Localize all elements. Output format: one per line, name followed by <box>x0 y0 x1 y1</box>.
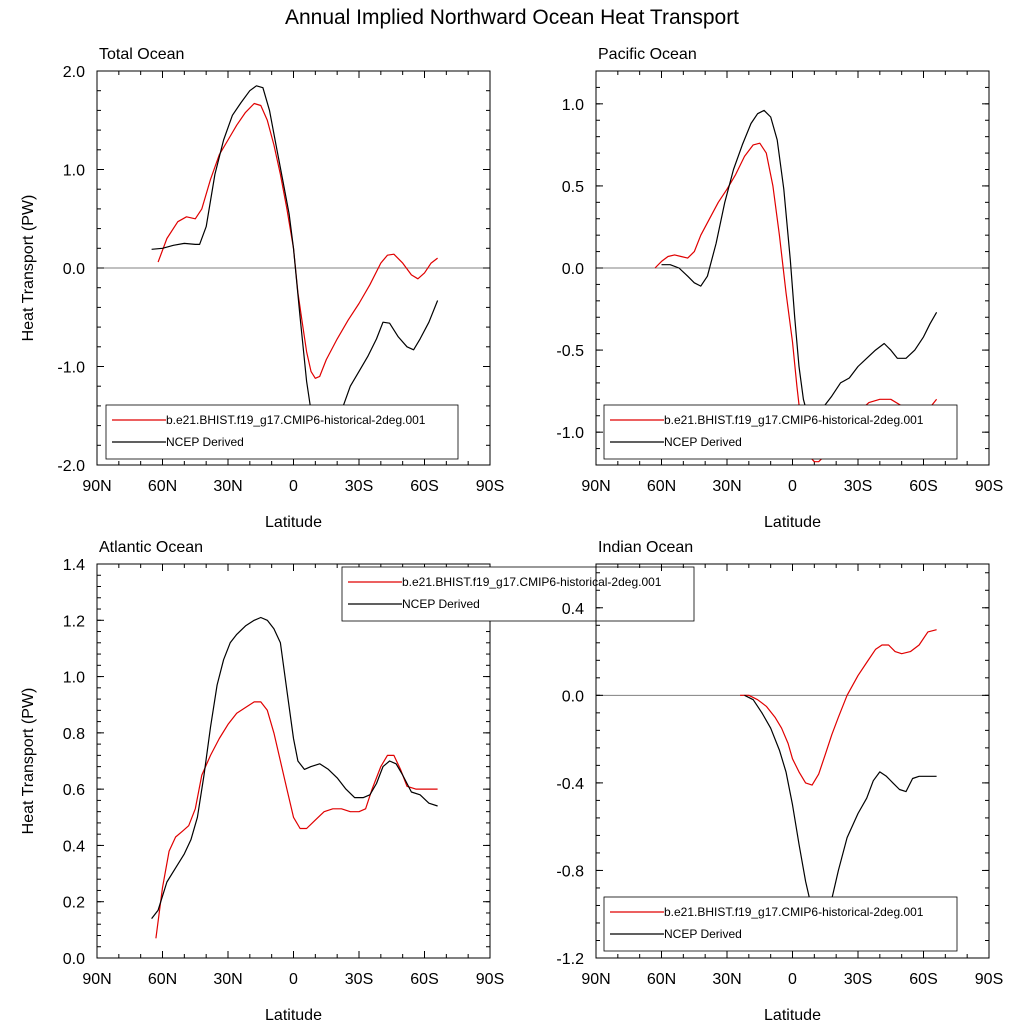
total-ocean-x-tick-label: 60N <box>148 478 177 495</box>
indian-ocean-x-tick-label: 60N <box>647 971 676 988</box>
indian-ocean-y-tick-label: -1.2 <box>556 951 584 968</box>
total-ocean-y-tick-label: -2.0 <box>57 458 85 475</box>
atlantic-ocean-y-tick-label: 1.4 <box>63 557 85 574</box>
total-ocean-x-tick-label: 90S <box>476 478 504 495</box>
indian-ocean-y-tick-label: 0.0 <box>562 688 584 705</box>
atlantic-ocean-y-tick-label: 0.2 <box>63 895 85 912</box>
panel-indian-ocean: Indian Ocean 90N 60N 30N 0 30S 60S 90S 0.4 0.0 -0.… <box>556 539 1003 1024</box>
indian-ocean-x-tick-label: 0 <box>788 971 797 988</box>
atlantic-ocean-y-axis-label: Heat Transport (PW) <box>20 688 37 835</box>
pacific-ocean-x-tick-label: 90N <box>581 478 610 495</box>
indian-ocean-x-tick-label: 60S <box>909 971 937 988</box>
atlantic-ocean-series-ncep-line <box>151 616 438 919</box>
atlantic-ocean-legend-label: NCEP Derived <box>402 597 480 611</box>
atlantic-ocean-x-tick-label: 0 <box>289 971 298 988</box>
total-ocean-y-tick-label: -1.0 <box>57 360 85 377</box>
panel-atlantic-ocean: Atlantic Ocean 90N 60N 30N 0 30S 60S 90S 1.4 1.2 1… <box>20 539 695 1024</box>
pacific-ocean-x-axis-label: Latitude <box>764 514 821 531</box>
atlantic-ocean-y-tick-label: 0.6 <box>63 782 85 799</box>
atlantic-ocean-x-tick-label: 30N <box>213 971 242 988</box>
atlantic-ocean-legend-box <box>341 566 695 622</box>
indian-ocean-y-tick-label: -0.4 <box>556 776 584 793</box>
total-ocean-y-axis-label: Heat Transport (PW) <box>20 195 37 342</box>
total-ocean-x-tick-label: 0 <box>289 478 298 495</box>
pacific-ocean-y-tick-label: 0.0 <box>562 261 584 278</box>
indian-ocean-series-ncep-line <box>744 694 937 922</box>
indian-ocean-x-tick-label: 30N <box>712 971 741 988</box>
atlantic-ocean-x-tick-label: 90N <box>82 971 111 988</box>
indian-ocean-x-axis-label: Latitude <box>764 1007 821 1024</box>
atlantic-ocean-series-model-line <box>155 701 438 939</box>
total-ocean-legend-label: b.e21.BHIST.f19_g17.CMIP6-historical-2de… <box>166 413 426 427</box>
pacific-ocean-y-tick-label: 0.5 <box>562 179 584 196</box>
total-ocean-legend-box <box>105 404 459 460</box>
pacific-ocean-x-tick-label: 30S <box>844 478 872 495</box>
indian-ocean-legend-label: NCEP Derived <box>664 927 742 941</box>
atlantic-ocean-x-tick-label: 60N <box>148 971 177 988</box>
atlantic-ocean-y-tick-label: 1.2 <box>63 613 85 630</box>
atlantic-ocean-x-tick-label: 90S <box>476 971 504 988</box>
pacific-ocean-x-tick-label: 60N <box>647 478 676 495</box>
atlantic-ocean-x-axis-label: Latitude <box>265 1007 322 1024</box>
total-ocean-y-tick-label: 2.0 <box>63 64 85 81</box>
pacific-ocean-y-tick-label: 1.0 <box>562 97 584 114</box>
total-ocean-title: Total Ocean <box>99 46 184 63</box>
pacific-ocean-x-tick-label: 90S <box>975 478 1003 495</box>
indian-ocean-x-tick-label: 30S <box>844 971 872 988</box>
indian-ocean-y-tick-label: -0.8 <box>556 863 584 880</box>
figure-title: Annual Implied Northward Ocean Heat Tran… <box>284 6 740 29</box>
atlantic-ocean-x-tick-label: 30S <box>345 971 373 988</box>
atlantic-ocean-y-tick-label: 0.8 <box>63 726 85 743</box>
indian-ocean-y-tick-label: 0.4 <box>562 601 584 618</box>
indian-ocean-legend-label: b.e21.BHIST.f19_g17.CMIP6-historical-2de… <box>664 905 924 919</box>
indian-ocean-series-model-line <box>740 629 937 786</box>
pacific-ocean-legend-label: NCEP Derived <box>664 435 742 449</box>
atlantic-ocean-title: Atlantic Ocean <box>99 539 203 556</box>
atlantic-ocean-y-tick-label: 0.0 <box>63 951 85 968</box>
total-ocean-y-tick-label: 1.0 <box>63 163 85 180</box>
pacific-ocean-title: Pacific Ocean <box>598 46 697 63</box>
pacific-ocean-legend-box <box>603 404 958 460</box>
total-ocean-x-axis-label: Latitude <box>265 514 322 531</box>
pacific-ocean-x-tick-label: 30N <box>712 478 741 495</box>
pacific-ocean-x-tick-label: 0 <box>788 478 797 495</box>
atlantic-ocean-x-tick-label: 60S <box>410 971 438 988</box>
total-ocean-y-tick-label: 0.0 <box>63 261 85 278</box>
panel-pacific-ocean: Pacific Ocean 90N 60N 30N 0 30S 60S 90S 1.0 0.5 0.… <box>556 46 1003 531</box>
pacific-ocean-x-tick-label: 60S <box>909 478 937 495</box>
atlantic-ocean-y-tick-label: 0.4 <box>63 838 85 855</box>
atlantic-ocean-y-tick-label: 1.0 <box>63 670 85 687</box>
total-ocean-x-tick-label: 30N <box>213 478 242 495</box>
atlantic-ocean-legend-label: b.e21.BHIST.f19_g17.CMIP6-historical-2de… <box>402 575 662 589</box>
total-ocean-x-tick-label: 60S <box>410 478 438 495</box>
indian-ocean-x-tick-label: 90S <box>975 971 1003 988</box>
pacific-ocean-legend-label: b.e21.BHIST.f19_g17.CMIP6-historical-2de… <box>664 413 924 427</box>
total-ocean-x-tick-label: 30S <box>345 478 373 495</box>
total-ocean-x-tick-label: 90N <box>82 478 111 495</box>
pacific-ocean-y-tick-label: -0.5 <box>556 343 584 360</box>
pacific-ocean-series-model-line <box>654 142 938 463</box>
total-ocean-legend-label: NCEP Derived <box>166 435 244 449</box>
indian-ocean-x-tick-label: 90N <box>581 971 610 988</box>
pacific-ocean-y-tick-label: -1.0 <box>556 425 584 442</box>
panel-total-ocean: Total Ocean 90N 60N 30N 0 30S 60S 90S 2.0 1.0 0.0 -… <box>20 46 504 531</box>
indian-ocean-title: Indian Ocean <box>598 539 693 556</box>
indian-ocean-legend-box <box>603 896 958 952</box>
total-ocean-series-ncep-line <box>151 85 439 434</box>
pacific-ocean-series-ncep-line <box>661 109 938 420</box>
atlantic-ocean-frame <box>96 563 491 959</box>
total-ocean-series-model-line <box>157 102 438 379</box>
